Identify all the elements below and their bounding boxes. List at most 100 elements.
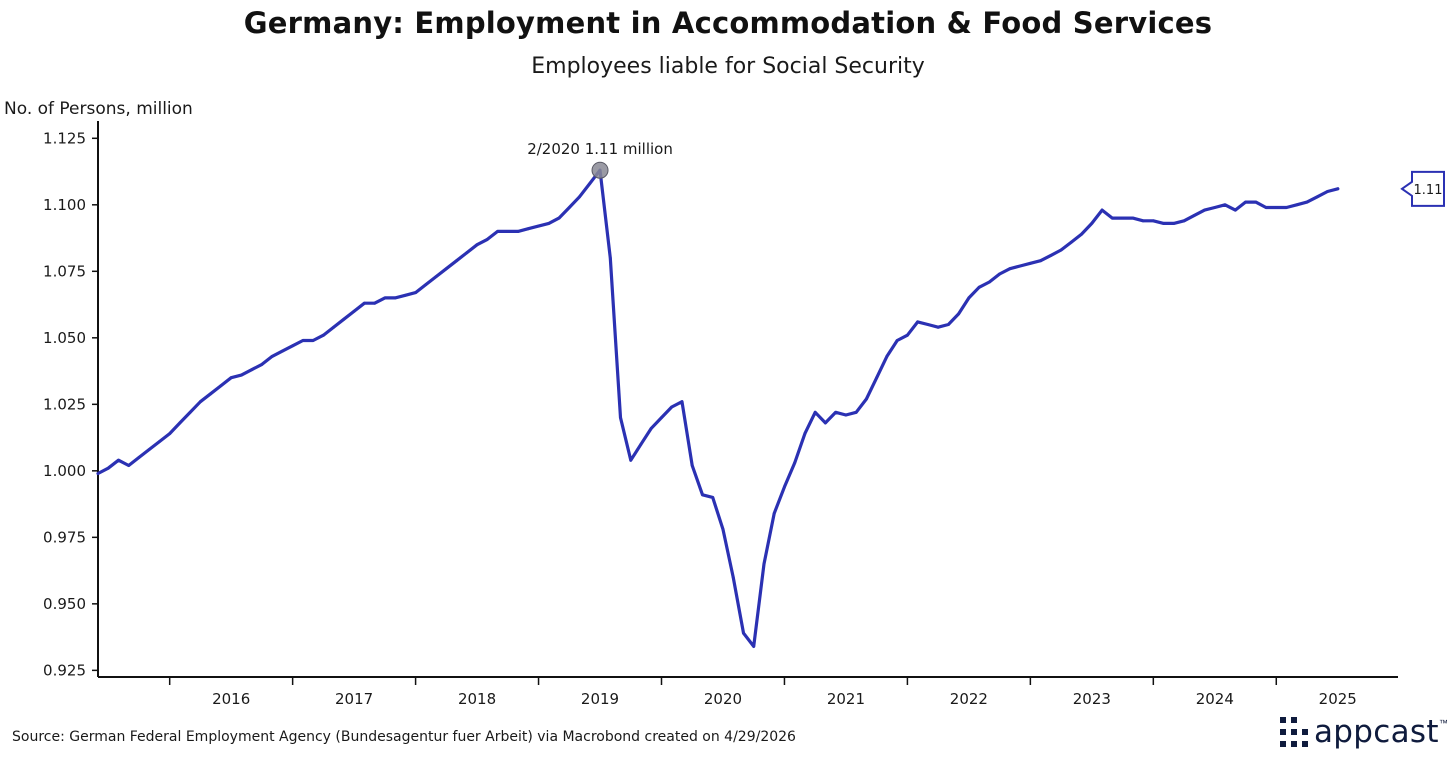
data-point [281,349,284,353]
data-point [127,464,131,467]
data-point [444,267,448,271]
x-tick-label: 2023 [1073,690,1111,708]
data-point [578,195,581,199]
data-point [783,485,786,489]
data-point [1203,208,1206,212]
data-point [188,410,192,414]
data-point [701,493,704,497]
data-point [649,426,653,430]
chart-title: Germany: Employment in Accommodation & F… [243,6,1213,40]
data-point [1274,206,1278,209]
data-point [1100,208,1104,212]
data-point [1213,206,1217,209]
data-point [619,416,622,419]
data-point [875,376,879,380]
y-axis-title: No. of Persons, million [4,99,193,119]
brand-logo[interactable]: appcast ™ [1280,712,1448,752]
data-point [1315,195,1319,199]
data-point [957,312,960,316]
data-point [793,461,797,465]
data-point [885,355,889,358]
data-point [332,325,335,329]
data-point [557,216,561,220]
data-point [322,333,325,337]
data-point [240,373,243,377]
peak-annotation-label: 2/2020 1.11 million [527,140,673,158]
data-point [383,296,387,300]
data-point [772,512,776,515]
data-point [1285,206,1288,209]
data-point [988,280,991,284]
y-tick-label: 1.025 [43,395,86,413]
data-point [865,397,868,401]
data-point [1254,200,1258,204]
data-point [916,320,920,324]
data-point [1059,248,1063,252]
data-point [209,392,213,396]
x-tick-label: 2019 [581,690,619,708]
data-point [178,421,182,425]
y-tick-label: 1.000 [43,462,86,480]
data-point [137,456,141,459]
data-point [393,296,397,300]
data-point [537,224,540,228]
y-axis: 0.925 0.950 0.975 1.000 1.025 1.050 1.075 1.100… [43,121,99,679]
data-point [496,230,499,233]
series-group [96,168,1340,649]
data-point [967,296,971,300]
data-point [1090,222,1094,225]
appcast-grid-icon [1280,717,1308,747]
data-point [455,259,458,263]
x-tick-label: 2024 [1196,690,1234,708]
series-line [96,168,1340,649]
x-tick-label: 2017 [335,690,373,708]
last-value-box [1400,170,1445,207]
data-point [1131,216,1135,220]
data-point [342,317,346,321]
data-point [291,344,294,348]
data-point [352,309,356,313]
annotations-group: 2/2020 1.11 million 1.11 [527,140,1445,207]
y-tick-label: 1.125 [43,129,86,147]
data-point [1326,190,1329,193]
data-point [1182,219,1186,223]
data-point [526,227,530,231]
data-point [936,325,940,329]
data-point [414,291,417,294]
y-tick-label: 0.950 [43,595,86,613]
data-point [1151,219,1155,223]
x-tick-label: 2020 [704,690,742,708]
data-point [660,416,663,419]
data-point [711,496,715,499]
data-point [1049,254,1053,257]
y-tick-label: 0.925 [43,661,86,679]
data-point [1336,187,1340,191]
data-point [690,464,694,467]
y-tick-label: 0.975 [43,528,86,546]
x-tick-label: 2021 [827,690,865,708]
y-tick-label: 1.075 [43,262,86,280]
data-point [803,432,807,435]
x-axis: 2016 2017 2018 2019 2020 2021 2022 2023 2024 2025 [98,676,1398,708]
data-point [670,405,674,409]
data-point [998,272,1001,276]
data-point [219,384,223,388]
data-point [1018,264,1022,268]
data-point [1121,216,1124,220]
data-point [1029,261,1032,265]
data-point [547,222,551,225]
trademark-mark: ™ [1438,718,1448,728]
data-point [742,631,745,635]
data-point [1233,208,1237,212]
data-point [199,400,202,404]
data-point [270,355,274,358]
data-point [854,410,858,414]
brand-name: appcast [1314,714,1439,750]
x-tick-label: 2018 [458,690,496,708]
x-tick-label: 2022 [950,690,988,708]
data-point [926,323,930,326]
data-point [106,466,110,470]
data-point [1305,200,1309,204]
data-point [588,182,592,185]
